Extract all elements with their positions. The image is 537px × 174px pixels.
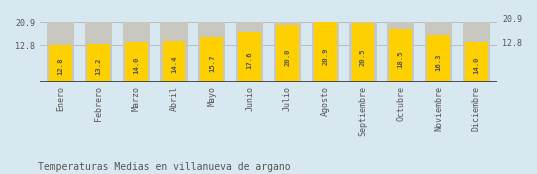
Text: 15.7: 15.7	[209, 54, 215, 72]
Bar	[389, 29, 412, 81]
Bar	[198, 22, 226, 81]
Text: 14.4: 14.4	[171, 56, 177, 73]
Bar	[276, 25, 299, 81]
Bar	[122, 22, 150, 81]
Bar	[427, 35, 450, 81]
Text: 20.5: 20.5	[360, 48, 366, 66]
Text: 13.2: 13.2	[96, 57, 101, 75]
Bar	[236, 22, 263, 81]
Text: 20.9: 20.9	[322, 48, 328, 65]
Text: 14.0: 14.0	[473, 56, 480, 74]
Bar	[85, 22, 112, 81]
Bar	[314, 22, 337, 81]
Bar	[274, 22, 301, 81]
Bar	[200, 37, 223, 81]
Bar	[47, 22, 74, 81]
Text: 14.0: 14.0	[133, 56, 139, 74]
Bar	[350, 22, 376, 81]
Bar	[465, 42, 488, 81]
Bar	[87, 44, 110, 81]
Text: 17.6: 17.6	[246, 52, 252, 69]
Text: Temperaturas Medias en villanueva de argano: Temperaturas Medias en villanueva de arg…	[38, 162, 290, 172]
Bar	[238, 32, 261, 81]
Bar	[49, 45, 72, 81]
Bar	[125, 42, 148, 81]
Bar	[352, 23, 374, 81]
Text: 12.8: 12.8	[57, 58, 64, 75]
Text: 18.5: 18.5	[398, 51, 404, 68]
Bar	[387, 22, 415, 81]
Bar	[425, 22, 452, 81]
Bar	[163, 41, 185, 81]
Bar	[161, 22, 187, 81]
Text: 20.0: 20.0	[285, 49, 291, 66]
Text: 16.3: 16.3	[436, 53, 441, 71]
Bar	[311, 22, 339, 81]
Bar	[463, 22, 490, 81]
